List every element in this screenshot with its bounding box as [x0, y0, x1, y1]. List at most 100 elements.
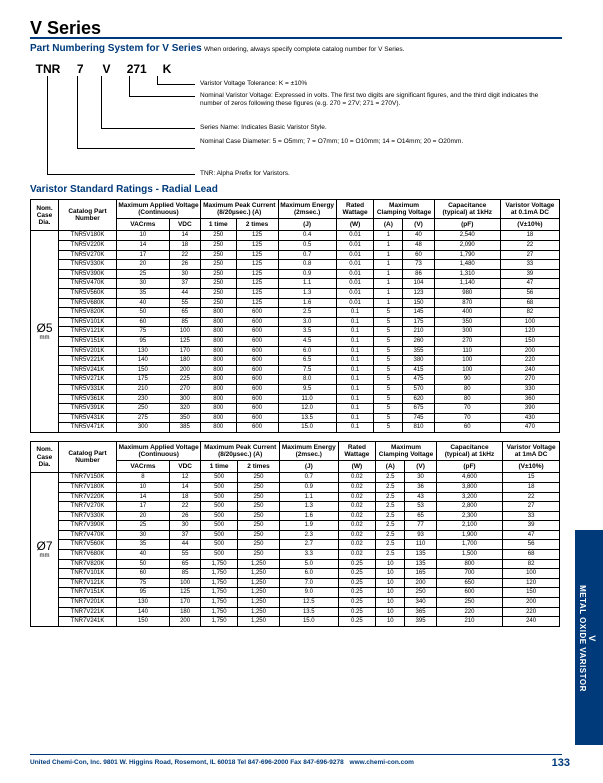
- cell: 100: [500, 317, 559, 327]
- col-v: (V): [405, 461, 436, 473]
- cell: 0.25: [338, 569, 376, 579]
- cell: 500: [201, 521, 238, 531]
- cell: 800: [200, 394, 236, 404]
- table-row: Ø5mmTNR5V180K10142501250.40.011402,54018: [31, 231, 560, 241]
- col-mav: Maximum Applied Voltage (Continuous): [117, 200, 201, 219]
- table-row: TNR7V180K10145002500.90.022.5363,80018: [31, 482, 560, 492]
- col-2t: 2 times: [237, 461, 279, 473]
- cell: 200: [503, 598, 560, 608]
- cell: 600: [236, 346, 278, 356]
- table-row: TNR5V271K1752258006008.00.1547590270: [31, 375, 560, 385]
- cell: 270: [169, 384, 200, 394]
- cell: 1.1: [278, 279, 336, 289]
- cell: 0.25: [338, 559, 376, 569]
- cell: 6.0: [280, 569, 338, 579]
- code-v: V: [94, 62, 118, 76]
- cell: 365: [405, 607, 436, 617]
- cell: 250: [237, 473, 279, 483]
- cell: 56: [503, 540, 560, 550]
- cell: 270: [500, 375, 559, 385]
- cell: 10: [376, 578, 405, 588]
- cell: 0.1: [336, 394, 374, 404]
- cell: TNR5V471K: [59, 423, 117, 433]
- cell: 800: [436, 559, 502, 569]
- cell: 20: [117, 511, 170, 521]
- col-vac: VACrms: [117, 461, 170, 473]
- cell: 15.0: [280, 617, 338, 627]
- cell: 18: [169, 492, 200, 502]
- cell: 70: [434, 413, 500, 423]
- cell: 300: [434, 327, 500, 337]
- cell: 1: [374, 260, 403, 270]
- cell: 1,250: [237, 598, 279, 608]
- cell: 11.0: [278, 394, 336, 404]
- cell: 0.1: [336, 365, 374, 375]
- code-7: 7: [68, 62, 92, 76]
- side-tab-v: V: [587, 536, 597, 741]
- cell: 250: [405, 588, 436, 598]
- part-number-diagram: TNR 7 V 271 K Varistor Voltage Tolerance…: [30, 62, 560, 182]
- diameter-cell: Ø7mm: [31, 473, 59, 627]
- cell: 5: [374, 404, 403, 414]
- cell: 18: [169, 241, 200, 251]
- cell: 1,750: [201, 588, 238, 598]
- cell: 120: [500, 327, 559, 337]
- table-row: TNR7V820K50651,7501,2505.00.251013580082: [31, 559, 560, 569]
- cell: 800: [200, 423, 236, 433]
- table-row: TNR5V680K40552501251.60.01115087068: [31, 298, 560, 308]
- cell: 2,800: [436, 502, 502, 512]
- col-a: (A): [374, 219, 403, 231]
- series-title: V Series: [30, 18, 101, 39]
- cell: TNR5V220K: [59, 241, 117, 251]
- cell: 250: [200, 269, 236, 279]
- cell: 0.1: [336, 327, 374, 337]
- table-row: TNR7V121K751001,7501,2507.00.25102006501…: [31, 578, 560, 588]
- cell: 5: [374, 423, 403, 433]
- col-a: (A): [376, 461, 405, 473]
- cell: 104: [403, 279, 434, 289]
- cell: TNR5V201K: [59, 346, 117, 356]
- cell: 20: [117, 260, 170, 270]
- cell: 220: [500, 356, 559, 366]
- cell: 0.01: [336, 231, 374, 241]
- cell: 50: [117, 308, 170, 318]
- cell: 1,900: [436, 530, 502, 540]
- cell: 0.1: [336, 384, 374, 394]
- cell: 150: [500, 336, 559, 346]
- cell: 600: [436, 588, 502, 598]
- cell: 110: [434, 346, 500, 356]
- cell: 7.0: [280, 578, 338, 588]
- cell: 800: [200, 356, 236, 366]
- col-part: Catalog Part Number: [59, 441, 117, 472]
- col-dia: Nom. Case Dia.: [31, 200, 59, 231]
- col-w: (W): [338, 461, 376, 473]
- cell: TNR7V560K: [59, 540, 117, 550]
- table-row: TNR5V471K30038580060015.00.1581060470: [31, 423, 560, 433]
- cell: 9.0: [280, 588, 338, 598]
- cell: 26: [169, 260, 200, 270]
- cell: 0.9: [280, 482, 338, 492]
- cell: 600: [236, 413, 278, 423]
- cell: 82: [503, 559, 560, 569]
- cell: 600: [236, 317, 278, 327]
- cell: 0.25: [338, 598, 376, 608]
- cell: 620: [403, 394, 434, 404]
- cell: 17: [117, 502, 170, 512]
- cell: 250: [237, 540, 279, 550]
- cell: 250: [237, 502, 279, 512]
- cell: 43: [405, 492, 436, 502]
- cell: 5: [374, 375, 403, 385]
- cell: 980: [434, 288, 500, 298]
- cell: 500: [201, 482, 238, 492]
- cell: 10: [376, 598, 405, 608]
- cell: 800: [200, 346, 236, 356]
- cell: 15.0: [278, 423, 336, 433]
- cell: 0.02: [338, 540, 376, 550]
- col-mcv: Maximum Clamping Voltage: [374, 200, 434, 219]
- cell: 0.1: [336, 308, 374, 318]
- cell: 125: [236, 279, 278, 289]
- cell: 4.5: [278, 336, 336, 346]
- cell: 5: [374, 327, 403, 337]
- cell: 95: [117, 336, 170, 346]
- cell: 200: [405, 578, 436, 588]
